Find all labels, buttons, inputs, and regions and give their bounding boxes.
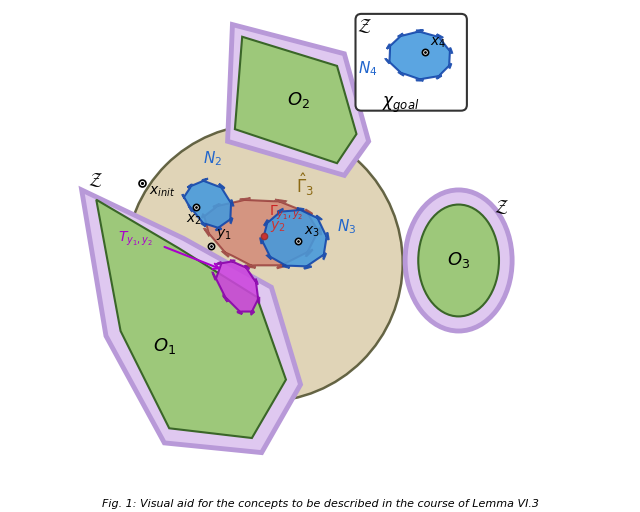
Text: $\hat{\Gamma}_3$: $\hat{\Gamma}_3$ bbox=[296, 172, 314, 198]
Polygon shape bbox=[235, 37, 356, 163]
Text: $\chi_{goal}$: $\chi_{goal}$ bbox=[381, 94, 419, 115]
Text: $\Gamma_{y_1,y_2}$: $\Gamma_{y_1,y_2}$ bbox=[269, 204, 303, 222]
Polygon shape bbox=[228, 25, 369, 175]
Polygon shape bbox=[82, 190, 301, 453]
Text: $\mathcal{Z}$: $\mathcal{Z}$ bbox=[494, 198, 509, 216]
Text: $T_{y_1,y_2}$: $T_{y_1,y_2}$ bbox=[118, 229, 153, 248]
Text: $x_3$: $x_3$ bbox=[304, 224, 320, 239]
PathPatch shape bbox=[386, 30, 452, 80]
Text: $\mathcal{Z}$: $\mathcal{Z}$ bbox=[357, 16, 372, 34]
Text: $O_1$: $O_1$ bbox=[153, 335, 176, 356]
Polygon shape bbox=[96, 200, 286, 438]
PathPatch shape bbox=[182, 179, 233, 230]
PathPatch shape bbox=[202, 198, 321, 268]
Text: $N_4$: $N_4$ bbox=[358, 59, 378, 78]
Text: $x_4$: $x_4$ bbox=[431, 35, 447, 50]
PathPatch shape bbox=[260, 208, 328, 268]
Text: $N_2$: $N_2$ bbox=[204, 150, 223, 168]
Text: $O_3$: $O_3$ bbox=[447, 250, 470, 270]
Text: $y_1$: $y_1$ bbox=[216, 227, 232, 242]
Text: $\mathcal{Z}$: $\mathcal{Z}$ bbox=[88, 171, 102, 189]
Text: $N_3$: $N_3$ bbox=[337, 217, 356, 236]
Ellipse shape bbox=[405, 190, 512, 331]
Text: $O_2$: $O_2$ bbox=[287, 90, 310, 110]
Text: $y_2$: $y_2$ bbox=[270, 219, 285, 233]
PathPatch shape bbox=[212, 261, 259, 314]
Text: $x_2$: $x_2$ bbox=[186, 213, 202, 227]
Text: $x_{init}$: $x_{init}$ bbox=[148, 185, 175, 200]
Text: Fig. 1: Visual aid for the concepts to be described in the course of Lemma VI.3: Fig. 1: Visual aid for the concepts to b… bbox=[102, 499, 538, 509]
FancyBboxPatch shape bbox=[355, 14, 467, 111]
Circle shape bbox=[125, 124, 403, 401]
Ellipse shape bbox=[419, 204, 499, 316]
